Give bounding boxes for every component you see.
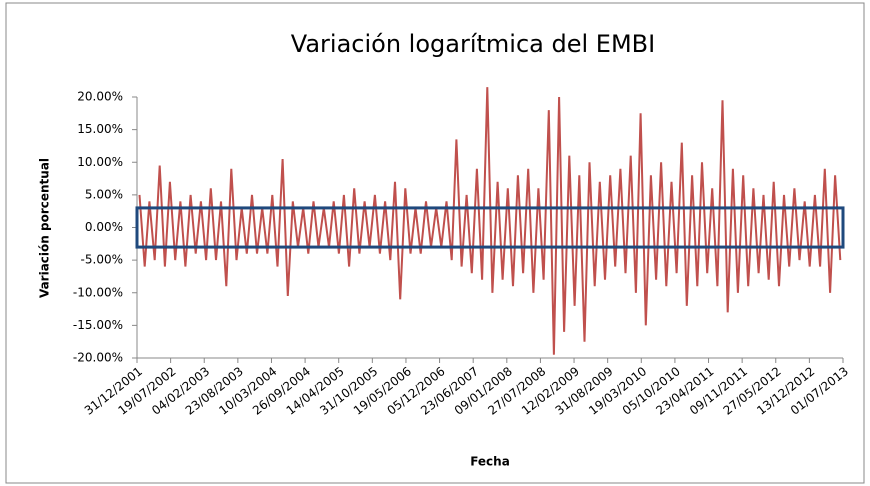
y-tick-label: 10.00% bbox=[77, 155, 123, 169]
y-tick-label: 20.00% bbox=[77, 90, 123, 104]
y-tick-label: -10.00% bbox=[73, 285, 123, 299]
y-tick-label: -15.00% bbox=[73, 318, 123, 332]
chart-title: Variación logarítmica del EMBI bbox=[291, 30, 655, 58]
highlight-band bbox=[135, 206, 845, 249]
y-tick-label: 5.00% bbox=[85, 187, 123, 201]
y-tick-label: 0.00% bbox=[85, 220, 123, 234]
y-tick-label: 15.00% bbox=[77, 122, 123, 136]
y-axis-title: Variación porcentual bbox=[38, 158, 52, 298]
y-tick-label: -5.00% bbox=[81, 253, 123, 267]
x-axis-title: Fecha bbox=[470, 455, 510, 469]
data-line bbox=[138, 87, 842, 355]
y-tick-label: -20.00% bbox=[73, 351, 123, 365]
chart-border bbox=[5, 2, 865, 484]
